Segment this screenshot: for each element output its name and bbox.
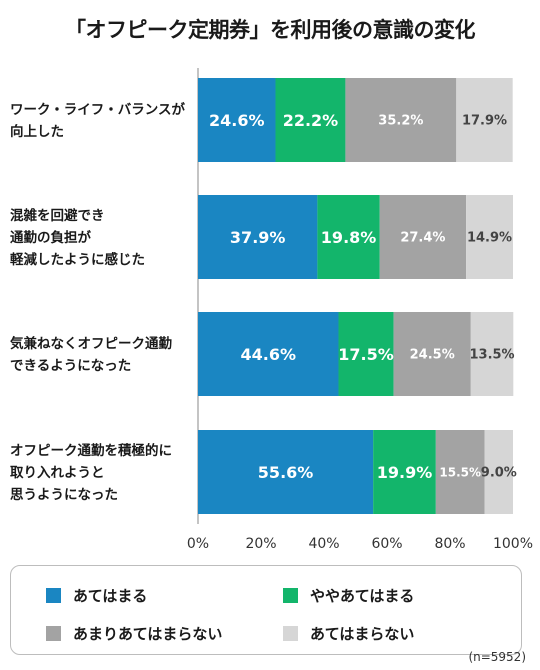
data-label: 17.5%	[338, 345, 394, 364]
data-label: 13.5%	[469, 348, 514, 363]
legend: あてはまる ややあてはまる あまりあてはまらない あてはまらない	[10, 565, 522, 655]
legend-label: あてはまらない	[310, 625, 415, 643]
data-label: 19.9%	[377, 463, 433, 482]
category-label: 取り入れようと	[10, 465, 105, 481]
category-label: 気兼ねなくオフピーク通勤	[10, 335, 172, 352]
x-tick-label: 40%	[308, 536, 339, 552]
legend-swatch	[283, 588, 298, 603]
bar-segment	[198, 195, 318, 279]
category-label: できるようになった	[10, 358, 131, 374]
legend-label: ややあてはまる	[310, 587, 415, 605]
bar-segment	[456, 78, 513, 162]
data-label: 9.0%	[481, 466, 517, 481]
bar-segment	[345, 78, 457, 162]
bar-segment	[317, 195, 380, 279]
x-tick-label: 20%	[245, 536, 276, 552]
data-label: 55.6%	[258, 463, 314, 482]
category-label: 混雑を回避でき	[10, 207, 105, 224]
category-label: 軽減したように感じた	[10, 251, 145, 268]
data-label: 37.9%	[230, 228, 286, 247]
legend-label: あまりあてはまらない	[73, 625, 223, 643]
data-label: 22.2%	[283, 111, 339, 130]
category-label: 思うようになった	[10, 487, 118, 503]
data-label: 17.9%	[462, 114, 507, 129]
legend-item-amari-atehamaranai: あまりあてはまらない	[46, 623, 222, 644]
legend-swatch	[283, 626, 298, 641]
data-label: 14.9%	[467, 231, 512, 246]
bar-segment	[466, 195, 513, 279]
bar-segment	[470, 312, 514, 396]
legend-item-atehamaru: あてはまる	[46, 585, 147, 606]
chart-title: 「オフピーク定期券」を利用後の意識の変化	[65, 18, 476, 42]
legend-swatch	[46, 626, 61, 641]
legend-label: あてはまる	[73, 587, 148, 605]
data-label: 24.5%	[410, 348, 455, 363]
category-label: 向上した	[10, 123, 64, 140]
bar-segment	[198, 430, 374, 514]
category-label: オフピーク通勤を積極的に	[10, 442, 172, 459]
legend-swatch	[46, 588, 61, 603]
category-label: 通勤の負担が	[10, 229, 91, 246]
data-label: 19.8%	[321, 228, 377, 247]
sample-size-note: (n=5952)	[468, 650, 526, 664]
bar-segment	[275, 78, 346, 162]
data-label: 24.6%	[209, 111, 265, 130]
category-label: ワーク・ライフ・バランスが	[10, 101, 185, 118]
data-label: 35.2%	[378, 114, 423, 129]
data-label: 44.6%	[240, 345, 296, 364]
data-label: 15.5%	[439, 465, 481, 479]
x-tick-label: 60%	[371, 536, 402, 552]
bar-segment	[484, 430, 513, 514]
bar-segment	[393, 312, 471, 396]
bar-segment	[198, 312, 339, 396]
bar-segment	[379, 195, 467, 279]
x-tick-label: 0%	[187, 536, 209, 552]
x-tick-label: 100%	[493, 536, 533, 552]
bar-segment	[338, 312, 394, 396]
bar-segment	[373, 430, 436, 514]
bar-segment	[435, 430, 485, 514]
legend-item-yaya-atehamaru: ややあてはまる	[283, 585, 414, 606]
data-label: 27.4%	[400, 231, 445, 246]
x-tick-label: 80%	[434, 536, 465, 552]
legend-item-atehamaranai: あてはまらない	[283, 623, 414, 644]
bar-segment	[198, 78, 276, 162]
